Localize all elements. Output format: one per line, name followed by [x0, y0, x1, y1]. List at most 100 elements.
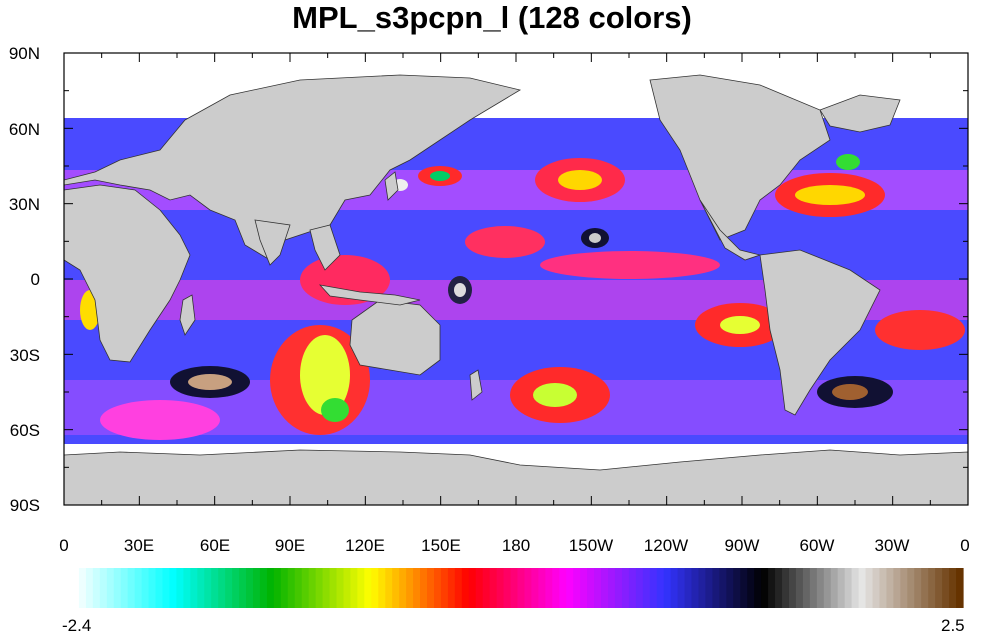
lon-label-150w: 150W	[568, 536, 614, 555]
colorbar-cell	[545, 568, 553, 608]
colorbar-cell	[280, 568, 289, 608]
colorbar-cell	[691, 568, 700, 608]
colorbar-cell	[92, 568, 101, 608]
colorbar-cell	[378, 568, 386, 608]
colorbar-cell	[601, 568, 609, 608]
colorbar-cell	[308, 568, 317, 608]
colorbar-cell	[705, 568, 714, 608]
colorbar-cell	[663, 568, 672, 608]
colorbar-cell	[914, 568, 922, 608]
colorbar-cell	[489, 568, 498, 608]
colorbar-cell	[252, 568, 261, 608]
colorbar-cell	[740, 568, 748, 608]
lon-label-180: 180	[501, 536, 531, 555]
colorbar-cell	[809, 568, 818, 608]
lon-label-30w: 30W	[874, 536, 910, 555]
colorbar-cell	[246, 568, 254, 608]
colorbar-cell	[670, 568, 679, 608]
colorbar-cell	[587, 568, 595, 608]
lon-label-30e: 30E	[123, 536, 155, 555]
colorbar-cell	[782, 568, 790, 608]
colorbar-cell	[747, 568, 755, 608]
colorbar-cell	[775, 568, 783, 608]
colorbar-cell	[273, 568, 282, 608]
lon-label-90e: 90E	[274, 536, 306, 555]
colorbar-cell	[120, 568, 129, 608]
colorbar-cell	[531, 568, 539, 608]
colorbar-cell	[350, 568, 358, 608]
colorbar-cell	[162, 568, 171, 608]
colorbar-cell	[538, 568, 546, 608]
map-area	[64, 53, 968, 505]
colorbar-cell	[524, 568, 533, 608]
colorbar-cell	[78, 568, 87, 608]
colorbar-cell	[385, 568, 393, 608]
colorbar-cell	[329, 568, 338, 608]
colorbar-cell	[406, 568, 414, 608]
colorbar-cell	[893, 568, 901, 608]
colorbar-cell	[566, 568, 574, 608]
colorbar-cell	[761, 568, 769, 608]
lon-label-150e: 150E	[421, 536, 461, 555]
colorbar-cell	[392, 568, 400, 608]
colorbar-cell	[475, 568, 484, 608]
colorbar-cell	[72, 568, 80, 608]
colorbar-cell	[607, 568, 616, 608]
colorbar-cell	[921, 568, 929, 608]
colorbar-cell	[503, 568, 512, 608]
land-nz	[469, 369, 483, 401]
colorbar-cell	[768, 568, 776, 608]
land-south-america	[759, 249, 881, 416]
colorbar-cell	[134, 568, 143, 608]
colorbar-cell	[197, 568, 205, 608]
colorbar-cell	[726, 568, 734, 608]
colorbar-cell	[204, 568, 212, 608]
colorbar-cell	[573, 568, 581, 608]
colorbar-cell	[552, 568, 560, 608]
map-title: MPL_s3pcpn_l (128 colors)	[292, 0, 692, 35]
colorbar-cell	[482, 568, 491, 608]
colorbar-cell	[190, 568, 198, 608]
colorbar	[72, 568, 964, 608]
colorbar-cell	[879, 568, 888, 608]
lat-label-0: 0	[30, 270, 40, 289]
colorbar-cell	[336, 568, 345, 608]
land-japan	[384, 171, 399, 201]
colorbar-cell	[949, 568, 957, 608]
colorbar-cell	[266, 568, 275, 608]
lat-label-30n: 30N	[8, 195, 40, 214]
colorbar-cells	[72, 568, 964, 608]
colorbar-cell	[628, 568, 637, 608]
colorbar-cell	[886, 568, 894, 608]
colorbar-cell	[510, 568, 519, 608]
land-greenland	[819, 94, 901, 133]
colorbar-cell	[239, 568, 247, 608]
land-antarctica	[64, 449, 968, 505]
colorbar-cell	[364, 568, 372, 608]
colorbar-cell	[413, 568, 421, 608]
colorbar-cell	[795, 568, 804, 608]
colorbar-cell	[211, 568, 219, 608]
colorbar-cell	[580, 568, 588, 608]
colorbar-max-label: 2.5	[941, 616, 965, 635]
land-india	[254, 219, 291, 266]
colorbar-cell	[802, 568, 811, 608]
colorbar-cell	[649, 568, 658, 608]
colorbar-cell	[823, 568, 832, 608]
colorbar-cell	[956, 568, 964, 608]
colorbar-cell	[559, 568, 567, 608]
colorbar-cell	[496, 568, 505, 608]
lat-label-60n: 60N	[8, 120, 40, 139]
colorbar-cell	[816, 568, 825, 608]
lon-label-60w: 60W	[799, 536, 835, 555]
colorbar-cell	[872, 568, 881, 608]
colorbar-cell	[106, 568, 115, 608]
colorbar-cell	[719, 568, 727, 608]
colorbar-cell	[322, 568, 331, 608]
colorbar-cell	[399, 568, 407, 608]
colorbar-cell	[733, 568, 741, 608]
colorbar-cell	[420, 568, 428, 608]
lat-label-90n: 90N	[8, 44, 40, 63]
colorbar-cell	[517, 568, 526, 608]
colorbar-cell	[225, 568, 233, 608]
